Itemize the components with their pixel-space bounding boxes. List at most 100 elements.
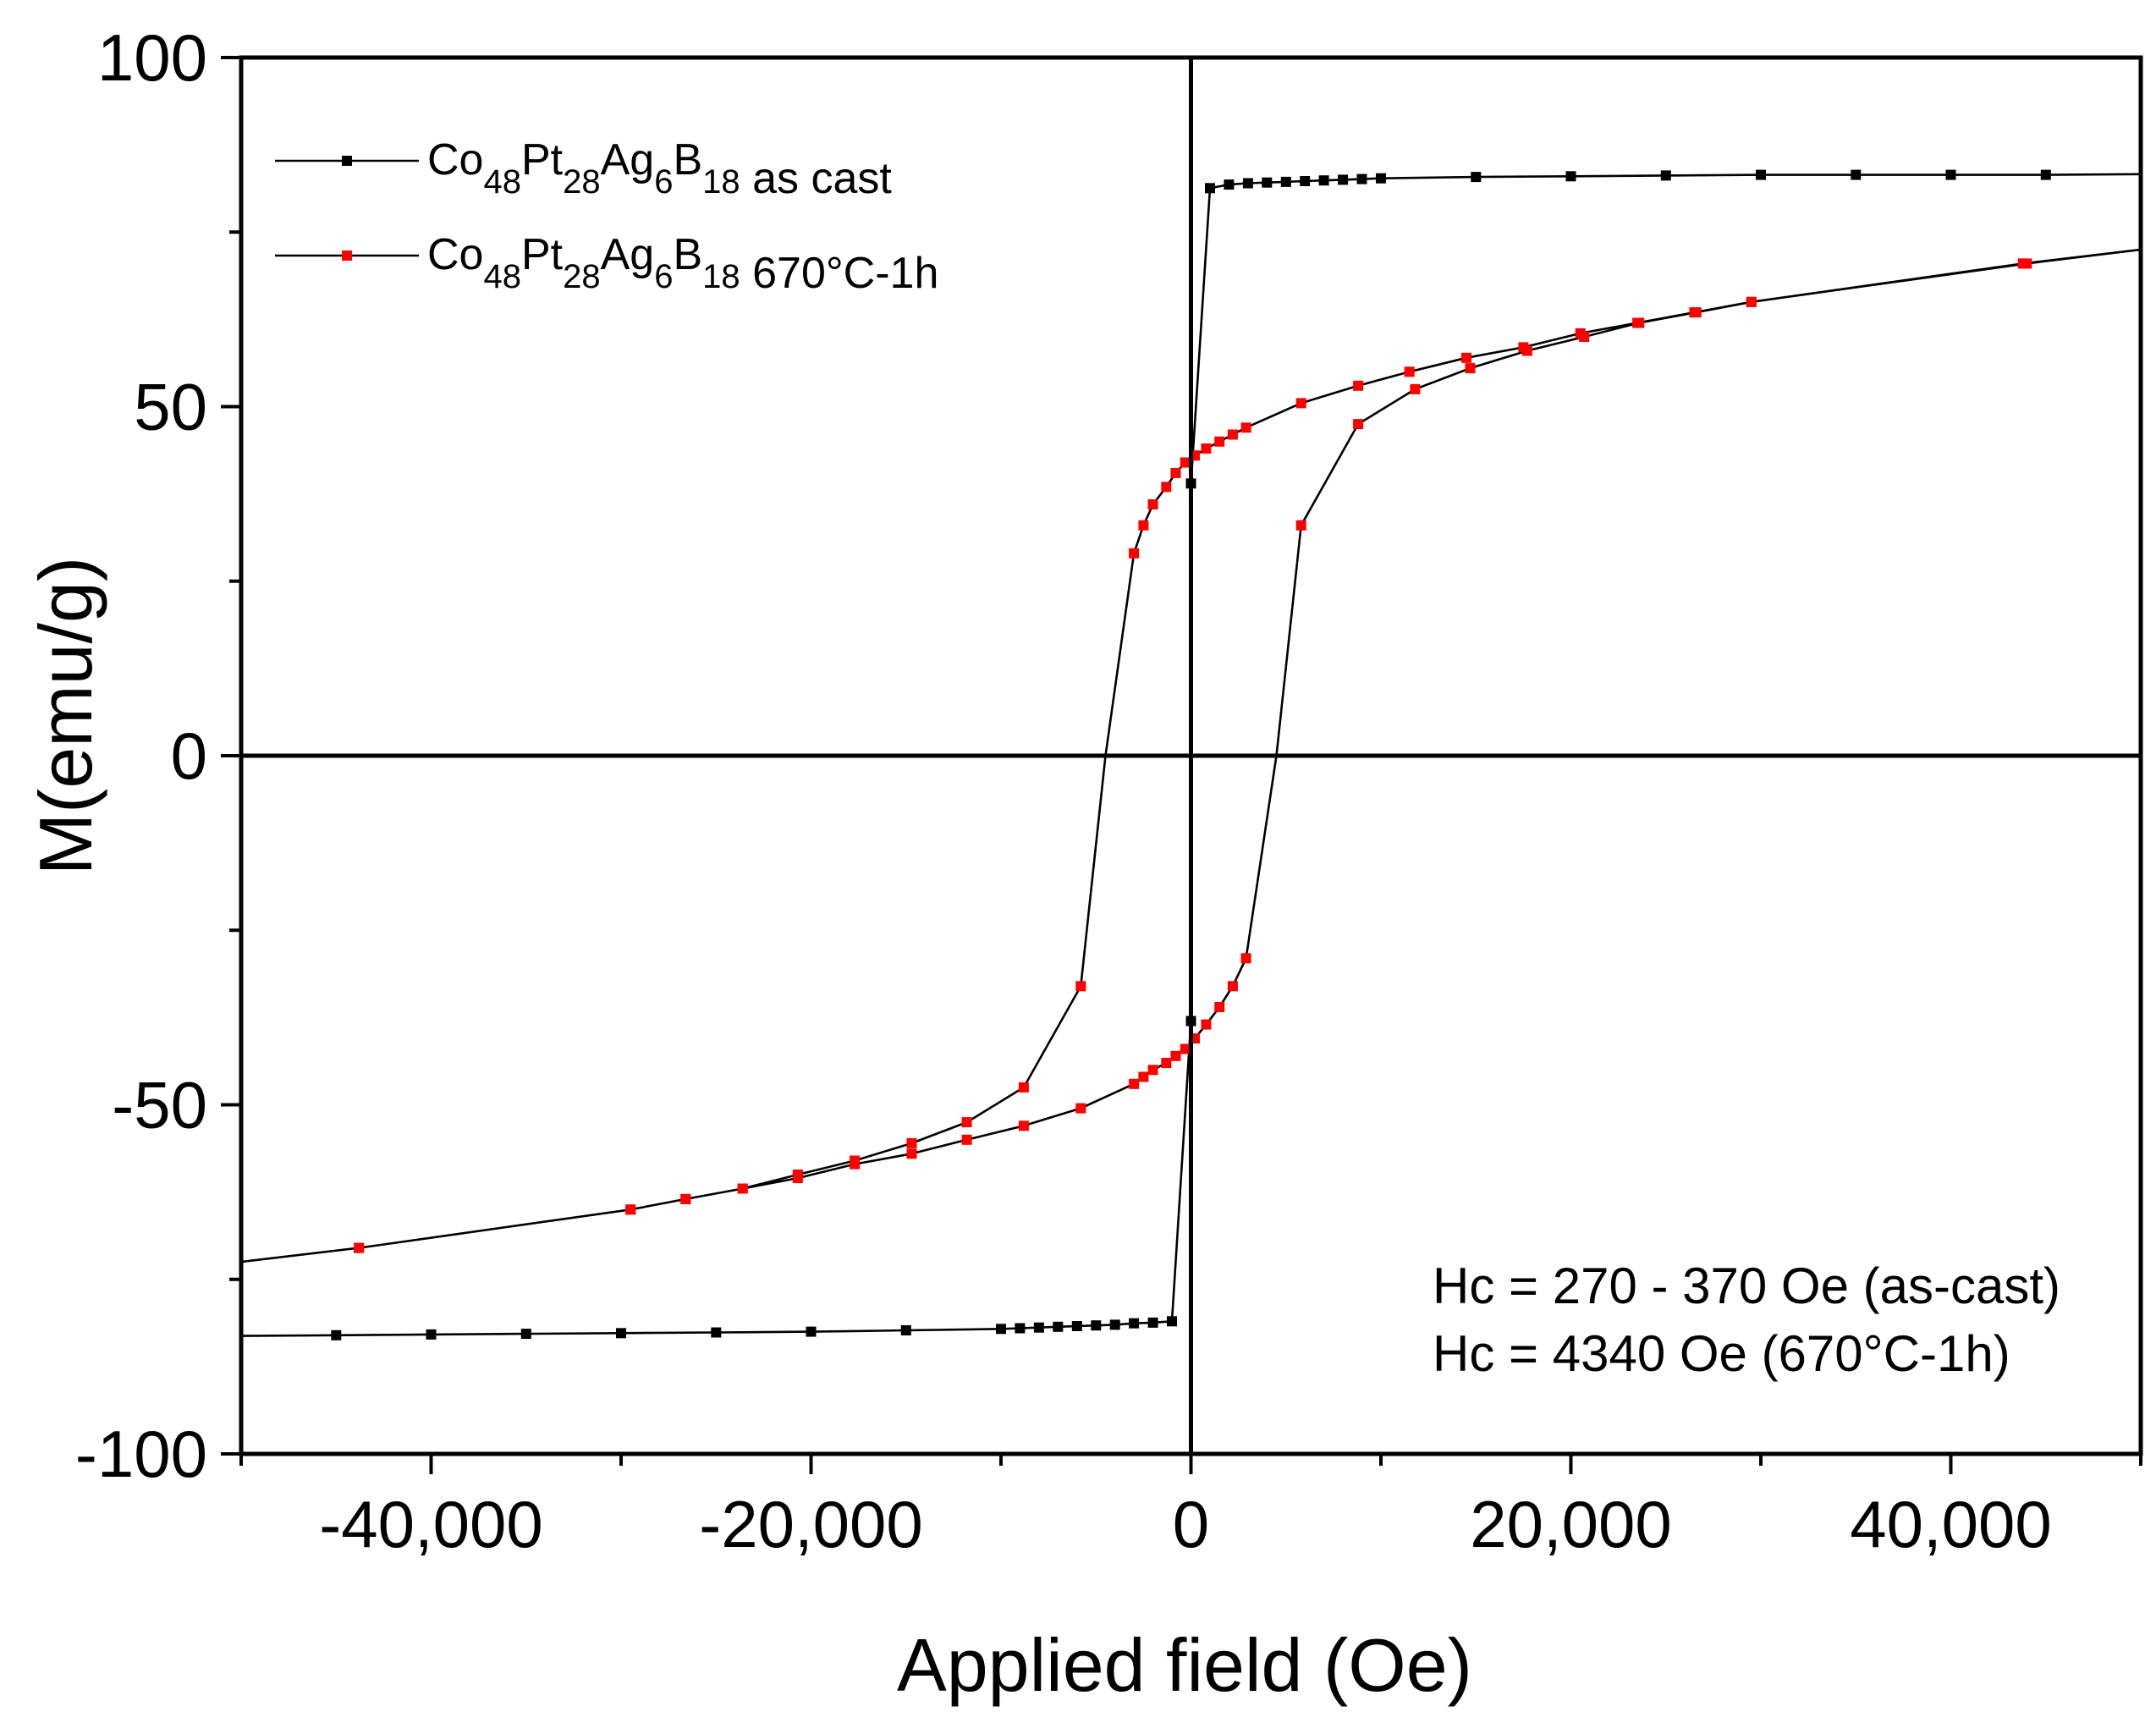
series-1-marker: [2040, 169, 2051, 180]
series-1-marker: [1262, 177, 1273, 188]
legend-marker: [342, 156, 352, 166]
series-2-marker: [1170, 1050, 1181, 1061]
series-2-marker: [1410, 383, 1421, 394]
series-1-marker: [1280, 176, 1291, 187]
series-2-marker: [1240, 422, 1251, 433]
series-2-marker: [1634, 317, 1645, 328]
series-1-marker: [1205, 183, 1215, 194]
series-2-marker: [1161, 482, 1172, 493]
series-1-marker: [1300, 176, 1311, 186]
x-tick-label: 0: [1173, 1487, 1209, 1561]
series-2-marker: [906, 1148, 917, 1159]
series-1-marker: [1053, 1321, 1064, 1332]
series-2-marker: [1018, 1120, 1029, 1131]
series-2-marker: [625, 1204, 636, 1215]
series-1-marker: [331, 1329, 342, 1340]
series-1-marker: [996, 1324, 1006, 1335]
series-1-marker: [616, 1328, 626, 1339]
axis-ticks: -40,000 -20,000 0 20,000 40,000 -100 -50 0 50 100: [75, 20, 2142, 1561]
series-1-marker: [1318, 175, 1329, 186]
series-1-marker: [1167, 1316, 1177, 1327]
series-2-marker: [1746, 296, 1757, 307]
series-2-marker: [1018, 1082, 1029, 1093]
series-2-marker: [737, 1183, 748, 1194]
zero-lines: [241, 58, 2141, 1454]
legend: Co48Pt28Ag6B18 as cast Co48Pt28Ag6B18 670…: [275, 135, 938, 298]
series-1-marker: [1756, 169, 1766, 180]
series-1-marker: [1109, 1319, 1120, 1330]
series-1-marker: [900, 1325, 911, 1335]
series-1-marker: [711, 1327, 722, 1338]
series-1-marker: [1851, 169, 1862, 180]
series-2-marker: [1691, 307, 1702, 318]
series-1-marker: [1660, 170, 1671, 181]
x-axis-title: Applied field (Oe): [897, 1623, 1472, 1707]
x-tick-label: -20,000: [699, 1487, 923, 1561]
series-2-marker: [1214, 1002, 1225, 1012]
series-2-marker: [792, 1173, 803, 1184]
series-2-marker: [2017, 258, 2028, 269]
y-tick-label: -100: [75, 1417, 207, 1491]
series-2-marker: [1461, 352, 1471, 363]
series-2-marker: [1353, 419, 1364, 430]
series-1-marker: [1338, 174, 1349, 185]
legend-marker: [342, 250, 352, 261]
y-tick-label: 50: [134, 370, 207, 444]
series-2-marker: [1214, 436, 1225, 447]
series-2-marker: [680, 1193, 691, 1204]
series-2-marker: [906, 1137, 917, 1148]
x-tick-label: -40,000: [319, 1487, 543, 1561]
series-2-marker: [1521, 345, 1532, 356]
series-1-marker: [1147, 1317, 1158, 1328]
series-2-marker: [1295, 520, 1306, 531]
y-axis-title: M(emu/g): [24, 557, 107, 876]
series-1-marker: [1471, 172, 1482, 183]
series-1-marker: [1356, 173, 1367, 184]
x-tick-label: 40,000: [1850, 1487, 2052, 1561]
series-2-marker: [1138, 1071, 1149, 1082]
series-2-marker: [1353, 380, 1364, 391]
series-2-marker: [1147, 1065, 1158, 1076]
annotation-hc-as-cast: Hc = 270 - 370 Oe (as-cast): [1433, 1258, 2060, 1314]
legend-label: Co48Pt28Ag6B18 as cast: [427, 135, 892, 203]
series-1-marker: [1945, 169, 1956, 180]
series-2-marker: [1147, 499, 1158, 509]
series-2-marker: [961, 1134, 972, 1145]
series-1-marker: [1242, 178, 1253, 189]
y-tick-label: 0: [171, 718, 207, 793]
series-1-marker: [426, 1329, 437, 1340]
series-2-marker: [1138, 520, 1149, 531]
series-2-marker: [1295, 398, 1306, 409]
series-1-marker: [1071, 1321, 1082, 1331]
series-2-marker: [1075, 1103, 1086, 1114]
series-2-marker: [1161, 1058, 1172, 1068]
series-2-marker: [1240, 953, 1251, 964]
annotation-hc-annealed: Hc = 4340 Oe (670°C-1h): [1433, 1325, 2010, 1382]
series-2-marker: [1129, 1078, 1140, 1089]
series-1-marker: [1565, 171, 1576, 182]
series-2-marker: [1404, 366, 1415, 377]
series-2-marker: [1227, 429, 1238, 440]
annotation-box: Hc = 270 - 370 Oe (as-cast) Hc = 4340 Oe…: [1433, 1258, 2060, 1382]
series-2-marker: [1227, 981, 1238, 992]
y-tick-label: -50: [112, 1068, 207, 1142]
series-2-marker: [354, 1242, 365, 1253]
series-2-marker: [1180, 457, 1191, 468]
series-2-marker: [961, 1117, 972, 1128]
series-1-marker: [1033, 1322, 1044, 1333]
series-1-marker: [1129, 1318, 1140, 1329]
series-1-marker: [806, 1326, 817, 1337]
series-1-marker: [1015, 1323, 1026, 1334]
series-2-marker: [1180, 1043, 1191, 1054]
series-2-marker: [1129, 548, 1140, 559]
series-1-marker: [1224, 179, 1235, 190]
series-2-marker: [1579, 332, 1590, 342]
series-2-marker: [1075, 981, 1086, 992]
series-1-marker: [1376, 173, 1386, 184]
series-1-marker: [520, 1329, 531, 1340]
series-2-marker: [1201, 1019, 1212, 1030]
x-tick-label: 20,000: [1470, 1487, 1672, 1561]
legend-label: Co48Pt28Ag6B18 670°C-1h: [427, 230, 938, 298]
y-tick-label: 100: [97, 20, 207, 95]
